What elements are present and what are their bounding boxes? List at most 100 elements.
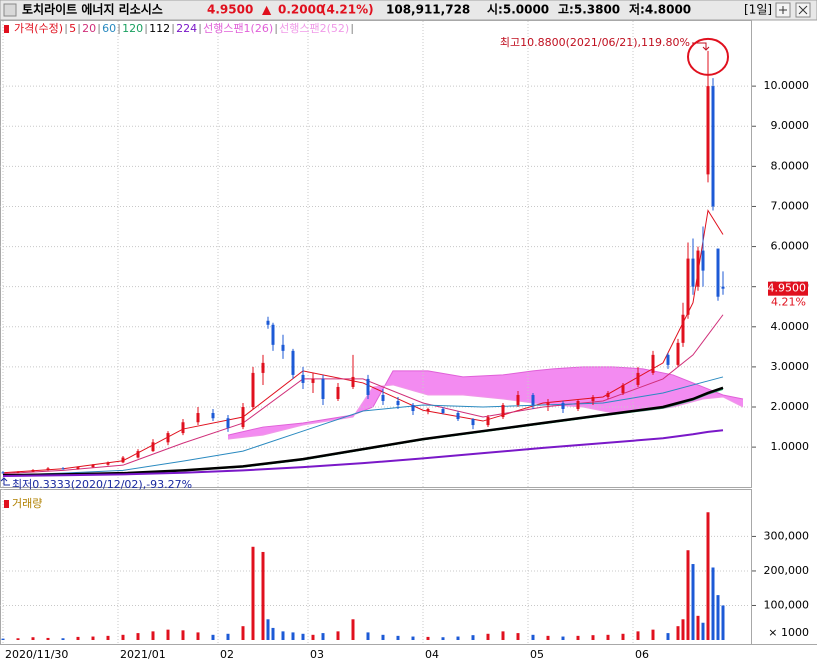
candle-body <box>121 457 125 463</box>
legend-icon <box>4 25 9 33</box>
volume-bar <box>721 605 725 640</box>
ichimoku-cloud <box>228 366 743 440</box>
candle-body <box>696 250 700 287</box>
volume-bar <box>61 638 65 640</box>
candle-body <box>181 422 185 434</box>
x-tick-label: 03 <box>310 648 324 661</box>
volume-bar <box>311 634 315 640</box>
candle-body <box>241 407 245 428</box>
volume-bar <box>591 635 595 640</box>
volume-legend-icon <box>4 500 9 508</box>
volume-bar <box>336 631 340 640</box>
volume-bar <box>701 622 705 640</box>
candle-body <box>591 396 595 401</box>
candle-body <box>266 320 270 325</box>
volume-bar <box>196 632 200 640</box>
y-tick-label: 200,000 <box>764 564 810 577</box>
volume-bar <box>396 635 400 640</box>
candle-body <box>271 324 275 345</box>
candle-body <box>456 413 460 420</box>
candle-body <box>396 400 400 406</box>
price: 4.9500 <box>207 3 253 17</box>
change-arrow: ▲ <box>262 3 272 17</box>
candle-body <box>711 86 715 207</box>
volume-bar <box>501 631 505 640</box>
volume-total: 108,911,728 <box>386 3 470 17</box>
candle-body <box>251 372 255 408</box>
volume-bar <box>676 626 680 640</box>
candle-body <box>681 314 685 343</box>
legend-entry: 선행스팬2(52) <box>279 22 349 35</box>
candle-body <box>576 400 580 410</box>
y-tick-label: 3.0000 <box>771 360 810 373</box>
unit-label: × 1000 <box>768 626 809 639</box>
candle-body <box>666 354 670 365</box>
volume-bar <box>281 631 285 640</box>
candle-body <box>291 350 295 375</box>
candle-body <box>91 464 95 468</box>
candle-body <box>301 374 305 383</box>
y-tick-label: 10.0000 <box>764 79 810 92</box>
candle-body <box>621 384 625 393</box>
ma-line <box>2 429 724 477</box>
legend-entry: 가격(수정) <box>14 22 63 35</box>
legend-entry: 20 <box>82 22 96 35</box>
candle-body <box>106 462 110 465</box>
volume-bar <box>411 636 415 640</box>
volume-bar <box>1 638 5 640</box>
candle-body <box>546 402 550 406</box>
candle-body <box>606 392 610 397</box>
low-price: 저:4.8000 <box>629 2 691 17</box>
candle-body <box>561 402 565 410</box>
volume-bar <box>576 635 580 640</box>
volume-bar <box>351 619 355 640</box>
volume-bar <box>621 633 625 640</box>
candle-body <box>196 413 200 423</box>
volume-bar <box>76 636 80 640</box>
volume-bar <box>486 633 490 640</box>
volume-bar <box>321 633 325 640</box>
volume-bar <box>381 634 385 640</box>
candle-body <box>136 451 140 458</box>
button-icons <box>779 5 808 15</box>
candle-body <box>516 394 520 406</box>
volume-bar <box>121 634 125 640</box>
volume-bar <box>241 626 245 640</box>
volume-bar <box>561 636 565 640</box>
y-tick-label: 2.0000 <box>771 400 810 413</box>
candle-body <box>61 468 65 470</box>
y-tick-label: 1.0000 <box>771 440 810 453</box>
y-tick-label: 7.0000 <box>771 199 810 212</box>
menu-button[interactable] <box>3 3 17 17</box>
volume-bar <box>471 635 475 640</box>
candle-body <box>636 372 640 385</box>
candle-body <box>226 418 230 428</box>
volume-bar <box>706 512 710 640</box>
volume-panel <box>0 489 752 645</box>
candle-body <box>426 409 430 412</box>
candle-body <box>441 409 445 414</box>
y-tick-label: 8.0000 <box>771 159 810 172</box>
candle-body <box>31 469 35 472</box>
candle-body <box>211 413 215 419</box>
y-tick-label: 100,000 <box>764 598 810 611</box>
period-button[interactable]: [1일] <box>744 3 772 17</box>
volume-bar <box>681 619 685 640</box>
volume-bar <box>181 630 185 640</box>
y-tick-label: 300,000 <box>764 529 810 542</box>
candle-body <box>501 405 505 418</box>
y-tick-label: 9.0000 <box>771 119 810 132</box>
candle-body <box>531 394 535 406</box>
volume-bar <box>226 633 230 640</box>
high-price: 고:5.3800 <box>558 3 620 17</box>
volume-bar <box>271 627 275 640</box>
legend-entry: 224 <box>176 22 197 35</box>
candle-body <box>336 386 340 399</box>
volume-bar <box>636 631 640 640</box>
volume-bar <box>711 567 715 640</box>
span-line <box>227 366 744 436</box>
volume-bar <box>46 637 50 640</box>
candle-body <box>651 354 655 373</box>
legend-entry: 60 <box>102 22 116 35</box>
